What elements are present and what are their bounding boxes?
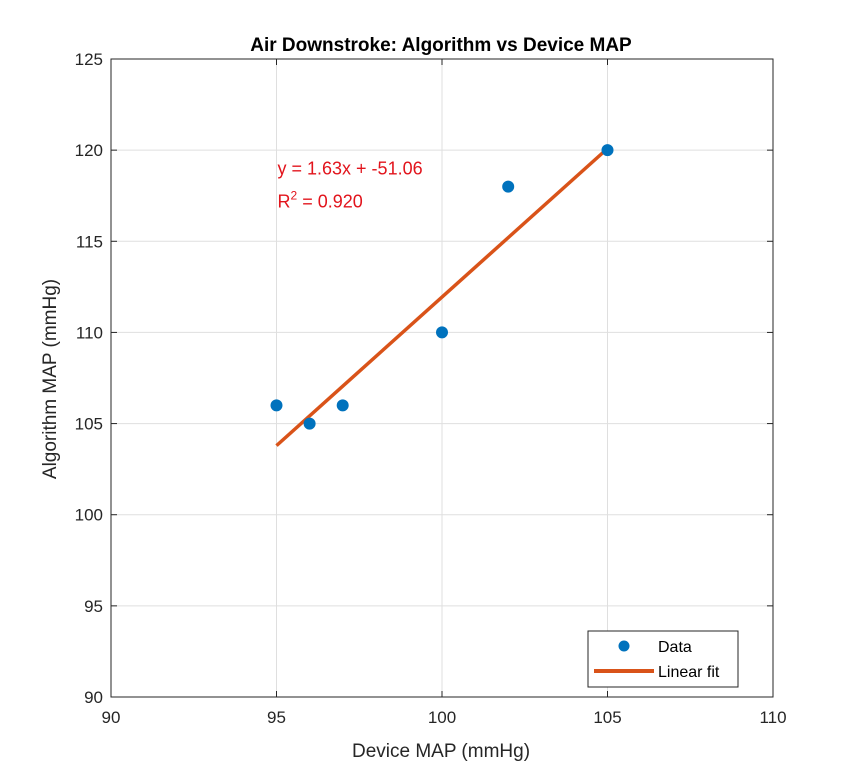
fit-r-squared: R2 = 0.920 bbox=[278, 188, 363, 211]
data-point bbox=[336, 399, 349, 412]
legend-label-data: Data bbox=[658, 639, 692, 656]
fit-layer bbox=[275, 147, 609, 447]
y-axis-label: Algorithm MAP (mmHg) bbox=[40, 279, 61, 479]
r2-value: = 0.920 bbox=[297, 191, 363, 211]
r2-prefix: R bbox=[278, 191, 291, 211]
fit-equation: y = 1.63x + -51.06 bbox=[278, 158, 423, 178]
data-point bbox=[601, 144, 614, 157]
data-point bbox=[436, 326, 448, 339]
y-tick-label: 125 bbox=[75, 50, 103, 69]
chart-title: Air Downstroke: Algorithm vs Device MAP bbox=[250, 35, 632, 56]
legend: Data Linear fit bbox=[587, 630, 739, 688]
y-tick-label: 120 bbox=[75, 141, 103, 160]
x-tick-label: 100 bbox=[428, 708, 456, 727]
x-tick-label: 95 bbox=[267, 708, 286, 727]
y-tick-label: 105 bbox=[75, 415, 103, 434]
y-tick-label: 95 bbox=[84, 597, 103, 616]
data-point bbox=[270, 399, 283, 412]
tick-labels: 90 95 100 105 110 90 95 100 105 110 115 120 125 bbox=[75, 50, 787, 727]
legend-box bbox=[587, 630, 739, 688]
x-tick-label: 90 bbox=[102, 708, 121, 727]
r2-superscript: 2 bbox=[291, 188, 298, 202]
x-axis-label: Device MAP (mmHg) bbox=[352, 741, 530, 762]
fit-line bbox=[275, 147, 609, 447]
y-tick-label: 90 bbox=[84, 688, 103, 707]
legend-marker-data bbox=[618, 640, 630, 652]
data-points bbox=[270, 144, 614, 430]
x-tick-label: 110 bbox=[759, 708, 786, 727]
x-tick-label: 105 bbox=[593, 708, 621, 727]
y-tick-label: 115 bbox=[76, 232, 103, 251]
fit-annotation: y = 1.63x + -51.06 R2 = 0.920 bbox=[278, 158, 423, 211]
data-point bbox=[303, 417, 316, 430]
data-point bbox=[502, 180, 515, 193]
tick-marks bbox=[110, 58, 774, 698]
legend-label-fit: Linear fit bbox=[658, 664, 720, 681]
y-tick-label: 110 bbox=[76, 323, 103, 342]
y-tick-label: 100 bbox=[75, 506, 103, 525]
